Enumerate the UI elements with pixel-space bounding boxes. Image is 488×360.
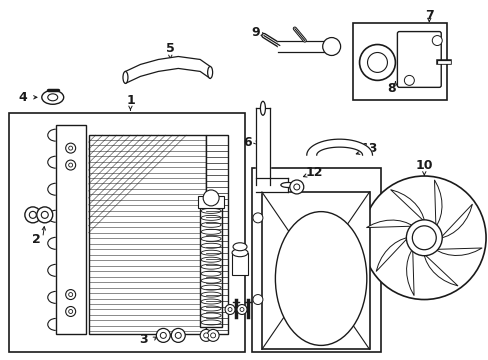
Circle shape — [406, 220, 441, 256]
Circle shape — [240, 307, 244, 311]
Ellipse shape — [207, 67, 212, 78]
Polygon shape — [436, 248, 481, 256]
Polygon shape — [306, 139, 372, 155]
Circle shape — [68, 293, 73, 297]
Circle shape — [322, 37, 340, 55]
Circle shape — [25, 207, 41, 223]
Circle shape — [252, 213, 263, 223]
Bar — [262, 192, 369, 349]
Circle shape — [41, 211, 48, 219]
Circle shape — [65, 160, 76, 170]
Polygon shape — [390, 190, 424, 220]
Circle shape — [359, 45, 395, 80]
Circle shape — [29, 211, 36, 219]
Bar — [232, 253, 247, 275]
Circle shape — [65, 289, 76, 300]
Circle shape — [362, 176, 485, 300]
Bar — [88, 135, 206, 334]
Text: 9: 9 — [251, 26, 260, 39]
Text: 4: 4 — [19, 91, 27, 104]
Circle shape — [237, 305, 246, 315]
Circle shape — [203, 333, 208, 338]
Text: 1: 1 — [126, 94, 135, 107]
Circle shape — [367, 53, 386, 72]
Text: 13: 13 — [360, 141, 377, 155]
Text: 3: 3 — [139, 333, 147, 346]
Circle shape — [68, 163, 73, 167]
Text: 2: 2 — [32, 233, 41, 246]
Text: 5: 5 — [165, 42, 174, 55]
Circle shape — [65, 143, 76, 153]
Text: 8: 8 — [386, 82, 395, 95]
Circle shape — [203, 190, 219, 206]
Circle shape — [171, 328, 185, 342]
Circle shape — [404, 75, 413, 85]
Polygon shape — [424, 256, 457, 286]
Bar — [251, 168, 381, 352]
Ellipse shape — [233, 243, 246, 251]
Text: 11: 11 — [281, 192, 298, 204]
Bar — [56, 125, 85, 334]
Ellipse shape — [260, 101, 265, 115]
Bar — [9, 113, 244, 352]
Text: 12: 12 — [305, 166, 323, 179]
Circle shape — [411, 226, 435, 250]
Ellipse shape — [280, 183, 294, 188]
Text: 6: 6 — [243, 136, 252, 149]
Circle shape — [210, 333, 215, 338]
Ellipse shape — [232, 249, 247, 257]
Circle shape — [175, 332, 181, 338]
Polygon shape — [366, 220, 411, 228]
Circle shape — [65, 306, 76, 316]
Ellipse shape — [41, 90, 63, 104]
Circle shape — [207, 329, 219, 341]
Circle shape — [224, 305, 235, 315]
Circle shape — [200, 329, 212, 341]
Bar — [198, 196, 224, 208]
Bar — [206, 135, 227, 334]
Circle shape — [227, 307, 232, 311]
Polygon shape — [406, 251, 413, 296]
FancyBboxPatch shape — [397, 32, 440, 87]
Circle shape — [68, 310, 73, 314]
Circle shape — [68, 146, 73, 150]
Polygon shape — [441, 204, 471, 238]
Polygon shape — [375, 238, 406, 271]
Circle shape — [160, 332, 166, 338]
Circle shape — [289, 180, 303, 194]
Polygon shape — [434, 180, 441, 225]
Text: 7: 7 — [424, 9, 433, 22]
Circle shape — [431, 36, 441, 45]
Circle shape — [37, 207, 53, 223]
Text: 10: 10 — [415, 158, 432, 172]
Bar — [200, 203, 222, 328]
Ellipse shape — [48, 94, 58, 101]
Circle shape — [252, 294, 263, 305]
Circle shape — [293, 184, 299, 190]
Ellipse shape — [122, 71, 128, 84]
Circle shape — [156, 328, 170, 342]
Bar — [352, 23, 447, 100]
Ellipse shape — [275, 212, 366, 345]
